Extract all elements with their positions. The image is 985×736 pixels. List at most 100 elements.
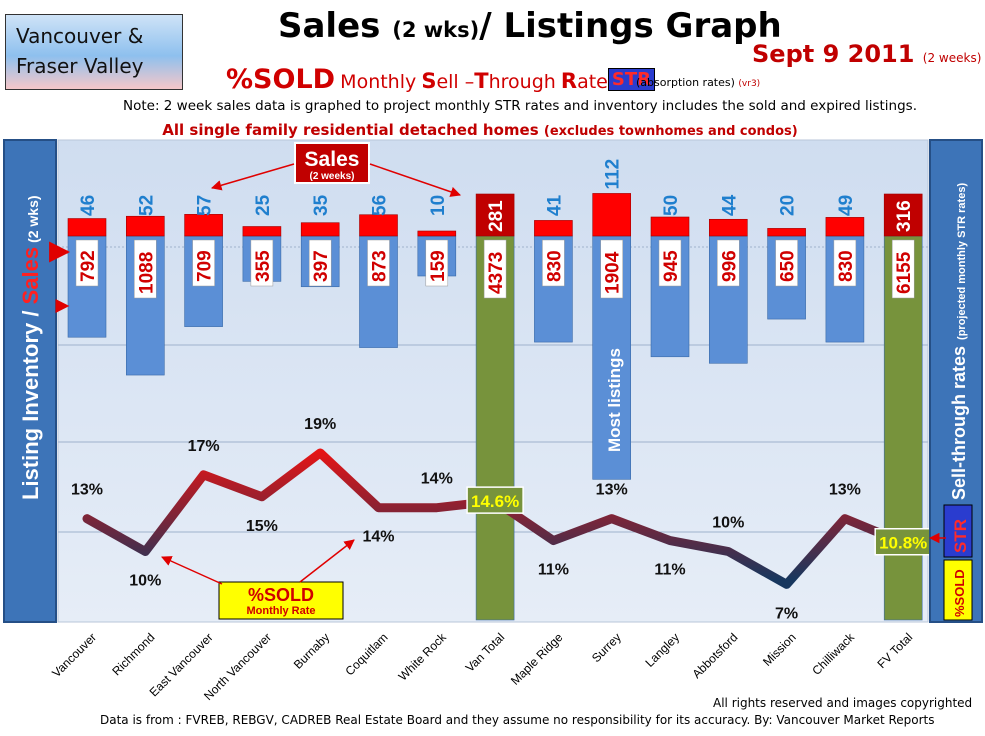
str-total-label: 14.6% xyxy=(471,492,519,511)
listing-label-box xyxy=(483,239,507,299)
str-value-label: 11% xyxy=(538,562,569,579)
str-total-label-box xyxy=(466,486,524,514)
str-total-label-box xyxy=(874,527,932,556)
region-line-1: Vancouver & xyxy=(16,24,144,48)
str-monthly: Monthly xyxy=(340,71,417,93)
category-label: FV Total xyxy=(874,630,915,671)
sales-value-label: 25 xyxy=(253,194,274,216)
date-main: Sept 9 2011 xyxy=(752,40,915,68)
str-value-label: 19% xyxy=(304,416,336,433)
subnote-text: All single family residential detached h… xyxy=(0,121,960,139)
left-axis-label: Listing Inventory / Sales (2 wks) xyxy=(18,195,43,500)
sales-bar xyxy=(767,228,806,237)
absorption-text: (absorption rates) xyxy=(636,76,735,89)
listing-value-label: 6155 xyxy=(894,251,915,294)
sales-bar xyxy=(417,230,457,237)
sales-bar xyxy=(242,226,282,237)
right-pct-badge: %SOLD xyxy=(952,569,967,617)
sold-callout-box xyxy=(218,581,344,620)
listing-label-box xyxy=(775,239,798,287)
listing-value-label: 1088 xyxy=(136,252,157,294)
sales-callout-arrow-right xyxy=(369,163,461,197)
category-label: Maple Ridge xyxy=(508,630,566,688)
listing-label-box xyxy=(891,239,915,299)
listing-label-box xyxy=(425,239,449,287)
listing-label-box xyxy=(658,239,682,287)
right-label-main: Sell-through rates xyxy=(949,346,969,500)
listing-labels: 792 1088 709 355 397 873 159 4373 830 1904 945 996 6… xyxy=(75,239,915,299)
sales-bar xyxy=(825,217,865,237)
category-label: Abbotsford xyxy=(689,630,740,681)
category-label: Burnaby xyxy=(291,630,333,672)
listing-value-label: 1904 xyxy=(603,251,624,294)
right-str-badge-bg xyxy=(943,504,973,558)
chart-title: Sales (2 wks)/ Listings Graph xyxy=(278,6,782,46)
listing-label-box xyxy=(134,239,157,299)
str-ell: ell – xyxy=(436,71,475,93)
listing-value-label: 4373 xyxy=(486,252,507,294)
listing-label-box xyxy=(600,239,623,299)
listing-bars xyxy=(67,235,923,621)
sales-bar xyxy=(650,216,690,237)
sales-value-label: 52 xyxy=(136,195,157,216)
category-label: Langley xyxy=(642,630,682,670)
sold-callout-arrow-left xyxy=(161,556,223,585)
str-value-label: 13% xyxy=(596,482,628,499)
left-panel xyxy=(3,139,57,623)
sales-value-label: 316 xyxy=(894,200,915,232)
sales-bar xyxy=(67,218,107,237)
sales-callout-arrow-left xyxy=(210,163,295,191)
report-date: Sept 9 2011 (2 weeks) xyxy=(752,40,981,68)
listing-value-label: 397 xyxy=(311,250,332,282)
title-main: Sales xyxy=(278,6,381,46)
category-label: Richmond xyxy=(109,630,157,678)
sales-value-label: 49 xyxy=(836,195,857,216)
str-title: %SOLD Monthly Sell –Through Rate STR xyxy=(226,64,655,95)
title-rest: / Listings Graph xyxy=(479,6,782,46)
str-value-label: 11% xyxy=(654,562,685,579)
sales-bar xyxy=(534,220,573,237)
listing-label-box xyxy=(250,239,274,287)
sales-callout-main: Sales xyxy=(305,148,360,171)
sales-value-label: 41 xyxy=(544,194,565,216)
str-ate: ate xyxy=(577,71,608,93)
sales-bar xyxy=(184,214,223,237)
listing-label-box xyxy=(542,239,565,287)
str-labels: 13% 10% 17% 15% 19% 14% 14% 14.6% 11% 13% 11% 10% 7%… xyxy=(71,416,932,622)
listing-label-box xyxy=(308,239,332,287)
str-value-label: 13% xyxy=(829,482,861,499)
listing-label-box xyxy=(717,239,740,287)
str-pct-sold: %SOLD xyxy=(226,64,336,95)
sales-value-label: 35 xyxy=(311,194,332,216)
listing-label-box xyxy=(75,239,99,287)
category-label: Coquitlam xyxy=(343,630,391,678)
listing-value-label: 830 xyxy=(544,250,565,282)
sales-value-label: 56 xyxy=(370,195,391,216)
sales-callout-sub: (2 weeks) xyxy=(309,171,354,182)
sales-bar xyxy=(475,193,515,237)
sales-value-label: 50 xyxy=(661,195,682,216)
listing-value-label: 996 xyxy=(719,250,740,282)
sales-value-label: 20 xyxy=(778,195,799,216)
right-str-badge: STR xyxy=(951,519,970,553)
listing-value-label: 945 xyxy=(661,250,682,282)
listing-bar xyxy=(883,235,923,621)
right-pct-badge-bg xyxy=(943,559,973,621)
note-text: Note: 2 week sales data is graphed to pr… xyxy=(123,98,917,114)
version-label: (vr3) xyxy=(738,79,761,89)
left-label-sales: Sales xyxy=(18,247,43,305)
sales-bar xyxy=(126,215,165,237)
listing-value-label: 873 xyxy=(370,250,391,282)
listing-value-label: 355 xyxy=(253,250,274,282)
sold-callout-main: %SOLD xyxy=(248,585,314,605)
listing-value-label: 650 xyxy=(778,250,799,282)
category-label: White Rock xyxy=(396,630,450,684)
listing-value-label: 830 xyxy=(836,250,857,282)
sold-callout-arrow-right xyxy=(299,539,355,583)
sales-labels: 46 52 57 25 35 56 10 281 41 112 50 44 20 49 316 xyxy=(78,159,915,232)
sales-value-label: 112 xyxy=(603,159,624,190)
left-label-listing: Listing Inventory / xyxy=(18,304,43,500)
str-badge: STR xyxy=(607,68,655,91)
